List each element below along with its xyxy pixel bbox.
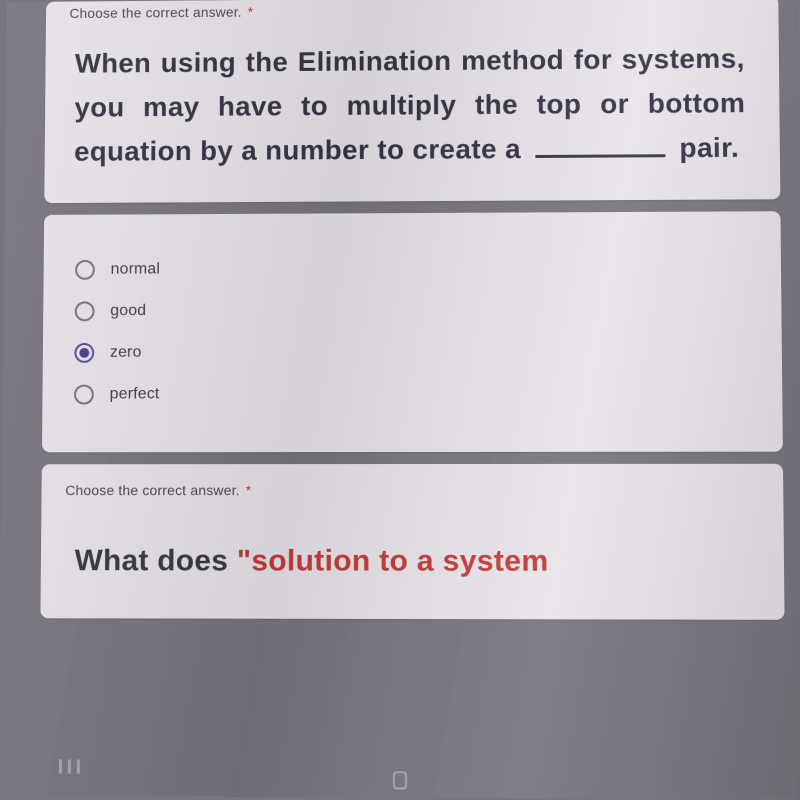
option-label: normal bbox=[111, 261, 161, 279]
options-list: normal good zero perfect bbox=[66, 230, 754, 433]
required-marker: * bbox=[248, 4, 254, 20]
question-card-1: Choose the correct answer. * When using … bbox=[44, 0, 780, 203]
radio-icon-selected[interactable] bbox=[74, 343, 94, 363]
question-text: When using the Elimination method for sy… bbox=[68, 37, 752, 184]
instruction-text: Choose the correct answer. * bbox=[69, 0, 750, 21]
fill-blank bbox=[535, 132, 665, 158]
radio-icon[interactable] bbox=[75, 302, 95, 322]
option-label: zero bbox=[110, 344, 142, 362]
instruction-text: Choose the correct answer. * bbox=[65, 482, 755, 498]
radio-icon[interactable] bbox=[75, 260, 95, 280]
option-good[interactable]: good bbox=[75, 300, 746, 322]
radio-icon[interactable] bbox=[74, 385, 94, 405]
options-card: normal good zero perfect bbox=[42, 212, 783, 453]
q2-plain: What does bbox=[74, 545, 236, 578]
option-label: good bbox=[110, 303, 146, 321]
question-card-2: Choose the correct answer. * What does "… bbox=[40, 464, 784, 620]
instruction-label: Choose the correct answer. bbox=[65, 483, 240, 499]
option-zero[interactable]: zero bbox=[74, 342, 745, 364]
question-2-text: What does "solution to a system bbox=[65, 521, 756, 580]
option-perfect[interactable]: perfect bbox=[74, 384, 746, 405]
option-normal[interactable]: normal bbox=[75, 258, 745, 281]
instruction-label: Choose the correct answer. bbox=[69, 4, 241, 21]
required-marker: * bbox=[246, 483, 252, 499]
option-label: perfect bbox=[110, 386, 160, 404]
bottom-nav-indicator bbox=[0, 769, 800, 791]
nav-pill-icon bbox=[393, 771, 407, 789]
question-after-blank: pair. bbox=[679, 132, 739, 163]
q2-highlight: "solution to a system bbox=[237, 545, 549, 579]
